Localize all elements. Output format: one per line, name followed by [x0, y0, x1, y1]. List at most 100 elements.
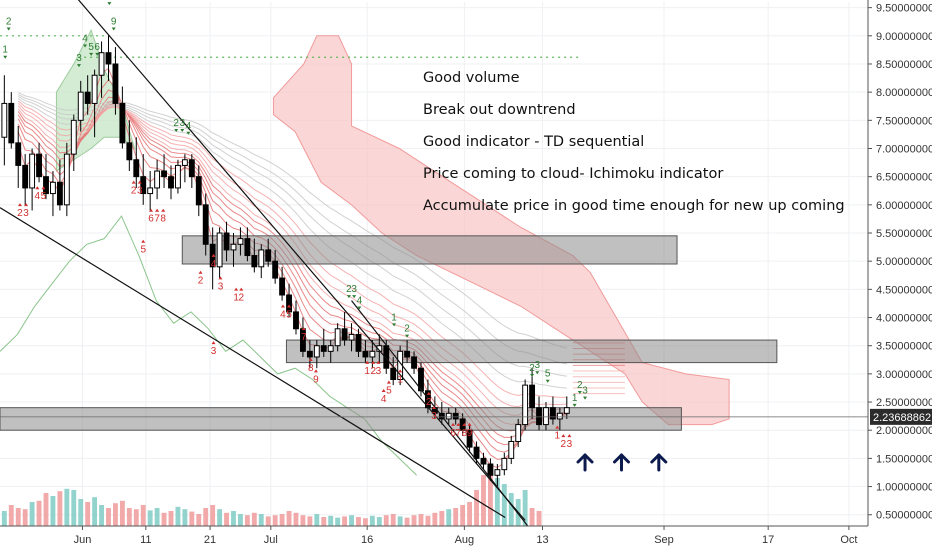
candle-body — [556, 412, 563, 420]
candle-body — [445, 412, 452, 420]
time-tick-label: 11 — [140, 534, 151, 546]
td-sequential-count: 5 — [545, 369, 551, 380]
candle-body — [327, 345, 334, 352]
volume-bar — [432, 512, 438, 526]
time-tick-label: Jul — [264, 534, 278, 546]
moving-average-line — [17, 100, 567, 398]
td-sequential-count: 2 — [346, 284, 352, 295]
td-sequential-count: 9 — [313, 374, 319, 385]
candle-body — [522, 384, 529, 426]
candle-body — [91, 74, 98, 104]
candle-body — [230, 243, 237, 251]
td-sell-setup-marker — [76, 64, 81, 68]
candle-body — [473, 446, 480, 459]
volume-bar — [29, 502, 35, 526]
td-buy-setup-marker — [561, 434, 566, 438]
candle-body — [480, 457, 487, 465]
candle-body — [529, 384, 536, 409]
volume-bar — [411, 515, 417, 526]
candle-body — [543, 407, 549, 426]
td-sequential-count: 1 — [364, 366, 370, 377]
volume-bar — [258, 514, 264, 526]
td-buy-setup-marker — [555, 425, 560, 429]
volume-bar — [481, 475, 486, 526]
volume-bar — [119, 500, 125, 526]
time-tick-label: Jun — [74, 534, 92, 546]
candle-body — [348, 333, 355, 341]
volume-bar — [64, 488, 70, 526]
price-tick-label: 4.00000000 — [876, 313, 932, 325]
volume-bar — [71, 490, 77, 526]
td-buy-setup-marker — [426, 391, 431, 395]
candle-body — [549, 407, 556, 420]
candle-body — [369, 350, 376, 358]
td-sell-setup-marker — [83, 44, 88, 48]
volume-bar — [238, 514, 243, 526]
td-sequential-layer: 2189456323423452367852431234578912345123… — [2, 0, 588, 450]
td-sequential-count: 3 — [137, 186, 143, 197]
td-sequential-count: 6 — [94, 42, 100, 53]
td-buy-setup-marker — [198, 270, 203, 274]
td-sequential-count: 1 — [554, 431, 560, 442]
td-sell-setup-marker — [346, 295, 351, 299]
moving-average-line — [18, 92, 567, 349]
volume-bar — [335, 517, 341, 526]
td-buy-setup-marker — [287, 304, 292, 308]
candle-body — [494, 469, 501, 476]
td-sequential-count: 2 — [131, 186, 137, 197]
td-sequential-count: 5 — [386, 386, 392, 397]
candle-body — [536, 407, 542, 426]
candle-body — [216, 232, 223, 268]
candle-body — [390, 367, 397, 381]
td-buy-setup-marker — [381, 389, 386, 393]
candle-body — [181, 159, 188, 166]
price-tick-label: 2.50000000 — [876, 397, 932, 409]
volume-bar — [154, 508, 160, 526]
candle-body — [452, 412, 459, 420]
td-sequential-count: 3 — [567, 439, 573, 450]
td-sell-setup-marker — [107, 2, 112, 6]
candle-body — [77, 91, 84, 121]
volume-bar — [92, 497, 98, 526]
candle-body — [515, 424, 522, 442]
volume-bar — [210, 505, 216, 526]
candle-body — [161, 170, 167, 178]
td-sell-setup-marker — [180, 128, 185, 132]
candle-body — [418, 367, 424, 392]
candle-body — [306, 350, 313, 358]
td-buy-setup-marker — [313, 369, 318, 373]
candle-body — [258, 249, 265, 268]
candle-body — [487, 463, 494, 476]
price-tick-label: 8.50000000 — [876, 59, 932, 71]
td-sequential-count: 8 — [160, 214, 166, 225]
td-buy-setup-marker — [398, 369, 403, 373]
price-tick-label: 6.00000000 — [876, 200, 932, 212]
candle-body — [202, 204, 209, 245]
td-buy-setup-marker — [308, 358, 313, 362]
td-sequential-count: 4 — [186, 121, 192, 132]
td-sequential-count: 9 — [467, 428, 473, 439]
candle-body — [244, 238, 251, 257]
td-sequential-count: 1 — [233, 293, 239, 304]
time-tick-label: Aug — [455, 534, 475, 546]
td-sequential-count: 3 — [582, 386, 588, 397]
price-tick-label: 4.50000000 — [876, 284, 932, 296]
volume-bar — [404, 517, 410, 526]
candlestick-layer — [1, 35, 570, 487]
td-sequential-count: 4 — [381, 394, 387, 405]
td-buy-setup-marker — [467, 422, 472, 426]
volume-layer — [1, 469, 542, 526]
volume-bar — [529, 508, 535, 526]
volume-bar — [356, 517, 361, 526]
candle-body — [63, 153, 70, 206]
td-buy-setup-marker — [24, 203, 29, 207]
td-sequential-count: 4 — [280, 310, 286, 321]
volume-bar — [501, 484, 507, 526]
td-sell-setup-marker — [530, 374, 535, 378]
td-sequential-count: 8 — [308, 363, 314, 374]
volume-bar — [279, 514, 285, 526]
time-tick-label: Oct — [840, 534, 857, 546]
volume-bar — [390, 514, 396, 526]
